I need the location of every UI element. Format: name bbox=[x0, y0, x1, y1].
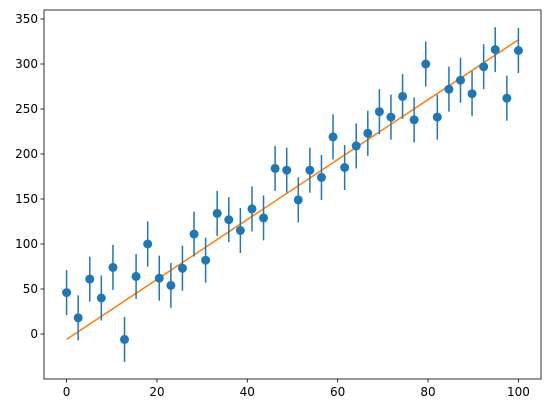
data-point bbox=[467, 89, 477, 99]
data-point bbox=[409, 115, 419, 125]
data-point bbox=[62, 288, 72, 298]
fit-line bbox=[66, 39, 519, 341]
data-point bbox=[479, 62, 489, 72]
y-tick-label: 150 bbox=[15, 192, 38, 206]
data-point bbox=[154, 273, 164, 283]
data-point bbox=[421, 59, 431, 69]
data-point bbox=[259, 213, 269, 223]
data-point bbox=[201, 255, 211, 265]
data-point bbox=[513, 46, 523, 55]
data-point bbox=[120, 334, 130, 344]
data-point bbox=[340, 163, 350, 172]
y-tick-label: 250 bbox=[15, 102, 38, 116]
x-tick-label: 80 bbox=[420, 385, 435, 399]
data-point bbox=[351, 141, 361, 151]
data-point bbox=[282, 165, 292, 175]
data-point bbox=[85, 274, 95, 284]
data-point bbox=[224, 215, 234, 225]
x-tick-label: 40 bbox=[240, 385, 255, 399]
y-tick-label: 200 bbox=[15, 147, 38, 161]
data-point bbox=[189, 229, 199, 239]
data-point bbox=[316, 172, 326, 182]
data-point bbox=[235, 226, 245, 235]
data-point bbox=[143, 239, 153, 249]
data-point bbox=[432, 112, 442, 122]
data-point bbox=[398, 91, 408, 101]
data-point bbox=[305, 165, 315, 175]
axes-frame bbox=[43, 9, 542, 380]
data-point bbox=[131, 271, 141, 281]
y-tick-label: 350 bbox=[15, 12, 38, 26]
data-point bbox=[212, 208, 222, 218]
data-point bbox=[247, 204, 257, 214]
plot-area bbox=[62, 27, 523, 362]
data-point bbox=[270, 163, 280, 173]
data-point bbox=[455, 75, 465, 85]
x-tick-label: 100 bbox=[507, 385, 530, 399]
data-point bbox=[363, 128, 373, 138]
y-tick-label: 300 bbox=[15, 57, 38, 71]
data-point bbox=[108, 262, 118, 272]
data-point bbox=[502, 93, 512, 103]
data-point bbox=[444, 84, 454, 94]
data-point bbox=[328, 132, 338, 142]
x-tick-label: 0 bbox=[63, 385, 71, 399]
data-point bbox=[490, 45, 500, 55]
data-point bbox=[73, 313, 83, 323]
data-point bbox=[166, 280, 176, 290]
y-tick-label: 0 bbox=[30, 327, 38, 341]
x-tick-label: 60 bbox=[330, 385, 345, 399]
data-point bbox=[96, 293, 106, 303]
y-tick-label: 100 bbox=[15, 237, 38, 251]
data-point bbox=[374, 107, 384, 117]
data-point bbox=[177, 263, 187, 273]
y-tick-label: 50 bbox=[23, 282, 38, 296]
data-point bbox=[386, 112, 396, 122]
axes: 0 20 40 60 80 100 0 50 100 150 200 250 300 350 bbox=[15, 9, 542, 399]
x-tick-label: 20 bbox=[149, 385, 164, 399]
data-point bbox=[293, 195, 303, 205]
